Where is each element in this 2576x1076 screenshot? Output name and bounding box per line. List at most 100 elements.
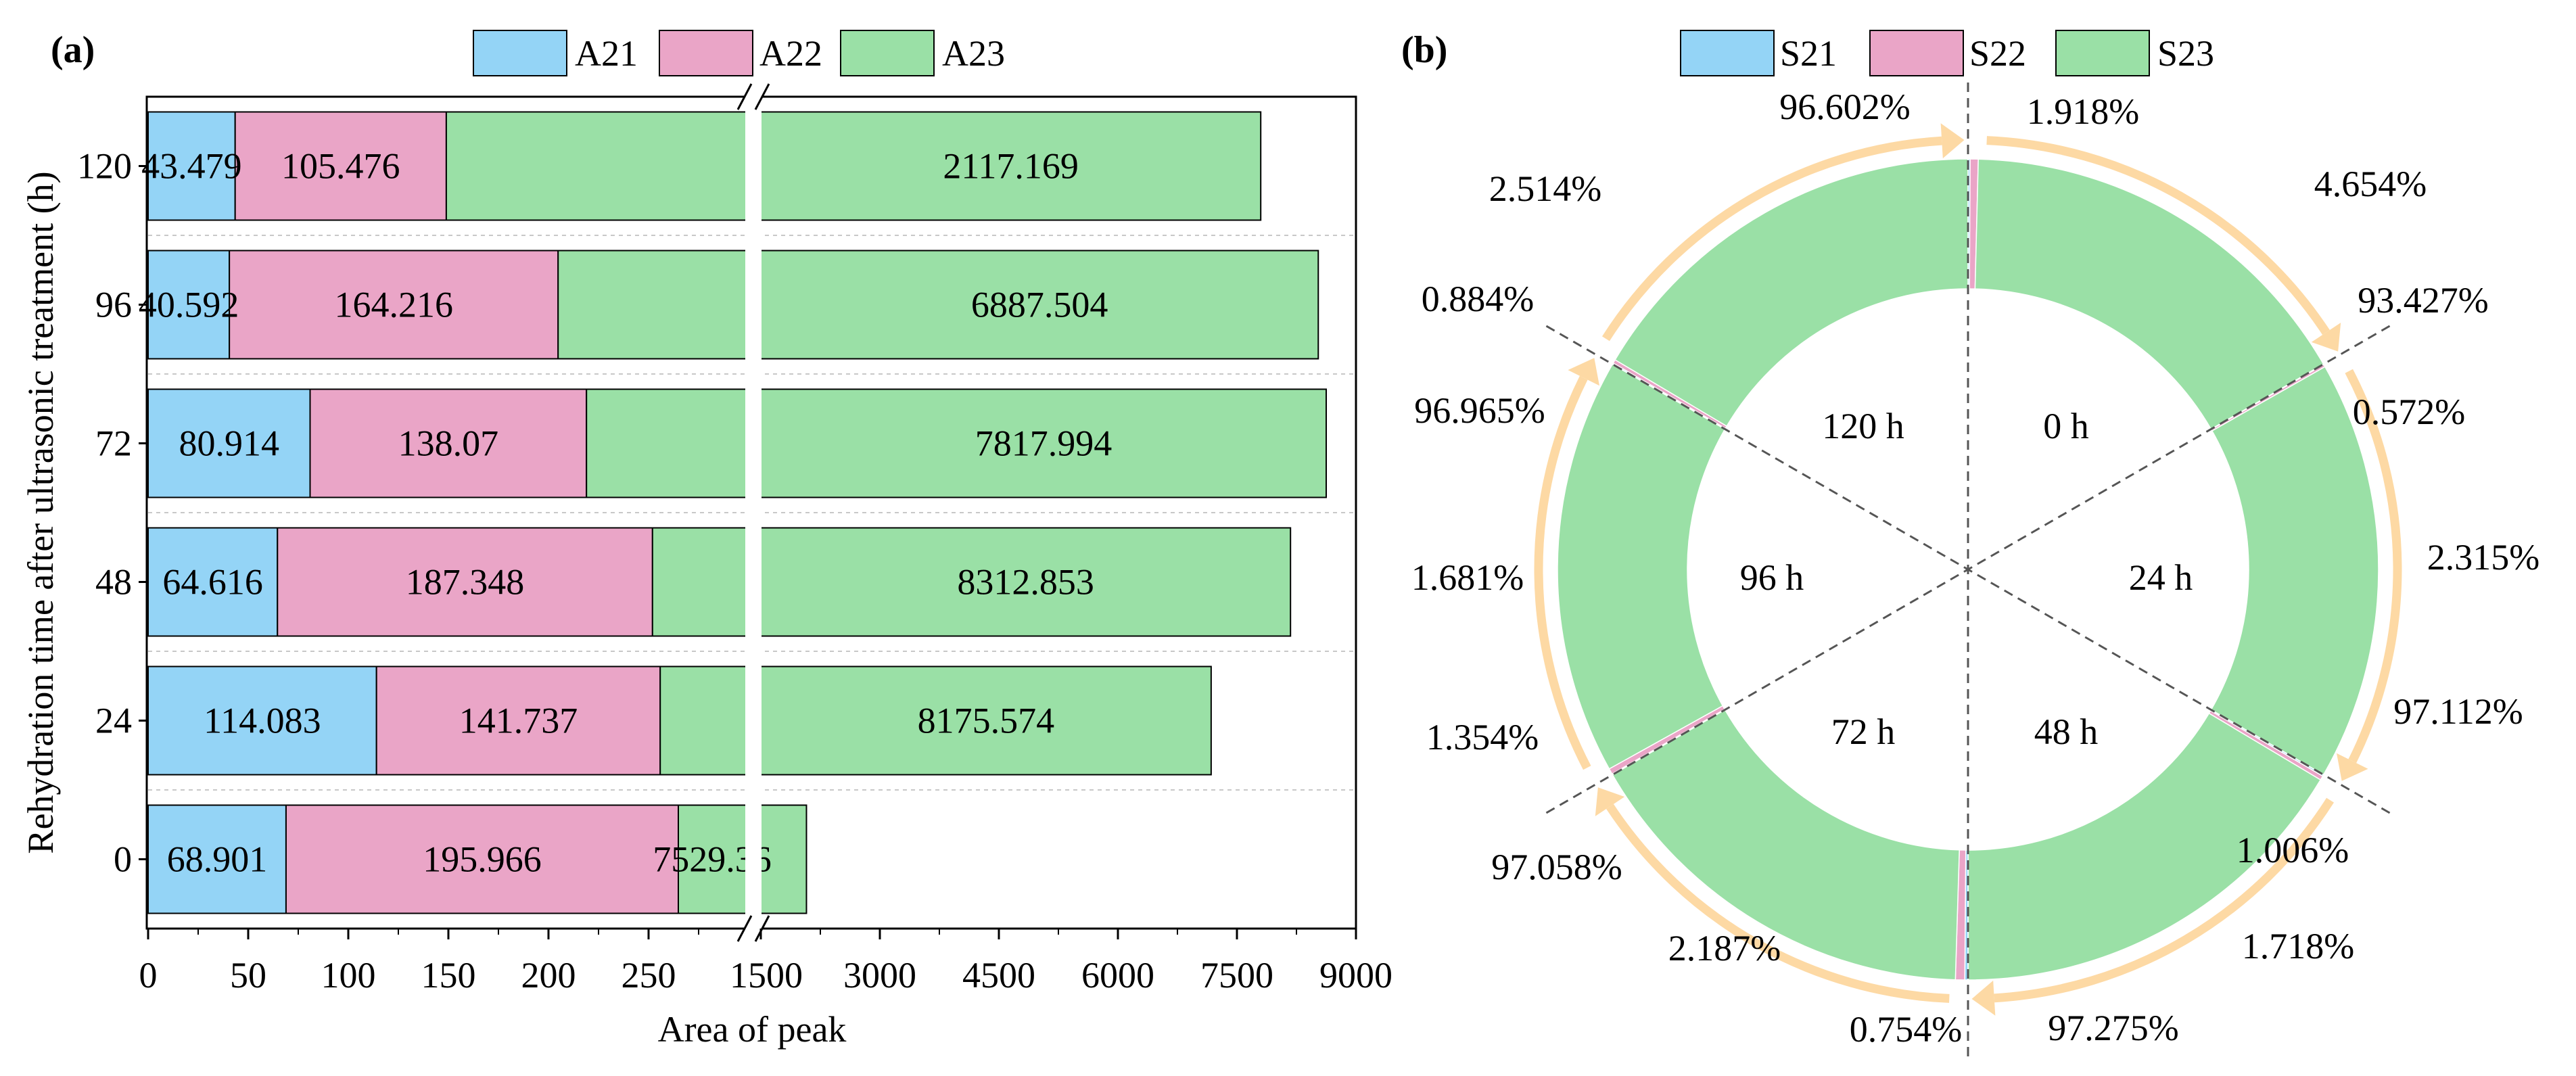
percent-label: 2.187%	[1668, 928, 1781, 968]
arrow-head	[1940, 123, 1965, 159]
x-tick-label: 6000	[1081, 955, 1154, 996]
slice-s23	[1974, 158, 2324, 430]
sector-label: 120 h	[1822, 406, 1904, 446]
bar-a21	[147, 527, 279, 637]
x-tick-label: 1500	[730, 955, 803, 996]
percent-label: 2.514%	[1489, 168, 1601, 209]
data-label-a23: 6887.504	[971, 285, 1108, 325]
y-tick-label: 0	[114, 839, 132, 880]
y-tick-label: 120	[77, 146, 132, 187]
percent-label: 4.654%	[2314, 164, 2427, 204]
data-label-a21: 64.616	[162, 562, 263, 603]
y-tick-label: 72	[95, 423, 132, 464]
data-label-a22: 195.966	[423, 839, 542, 880]
panel-a-label: (a)	[51, 29, 95, 71]
data-label-a21: 68.901	[167, 839, 268, 880]
bar-a22	[234, 111, 447, 221]
legend-swatch-a21	[473, 30, 567, 76]
percent-label: 1.681%	[1411, 557, 1524, 598]
axis-break-gap	[745, 98, 762, 927]
percent-label: 1.918%	[2027, 91, 2139, 132]
x-tick-label: 50	[230, 955, 266, 996]
axis-break-mark-top-left	[736, 83, 753, 110]
slice-s23	[2210, 366, 2379, 776]
x-tick-label: 0	[139, 955, 158, 996]
percent-labels: 96.602% 1.918% 4.654% 93.427% 0.572% 2.315% 97…	[1411, 87, 2539, 1050]
legend-swatch-s22	[1869, 30, 1964, 76]
y-tick-label: 48	[95, 562, 132, 603]
legend-label-s21: S21	[1780, 33, 1837, 74]
x-tick-label: 100	[321, 955, 376, 996]
axis-break-mark-bottom-left	[736, 915, 753, 942]
percent-label: 93.427%	[2358, 280, 2488, 321]
legend-label-a23: A23	[942, 33, 1005, 74]
axis-break-mark-top-right	[754, 83, 770, 110]
bar-a21	[147, 250, 231, 360]
x-axis-label-a: Area of peak	[658, 1009, 847, 1050]
percent-label: 0.572%	[2353, 392, 2465, 432]
x-tick-label: 200	[521, 955, 576, 996]
y-axis-label-a: Rehydration time after ultrasonic treatm…	[20, 171, 61, 853]
direction-arrows	[1534, 123, 2402, 1016]
axis-break-mark-bottom-right	[754, 915, 770, 942]
slice-s23	[1614, 158, 1969, 427]
bar-a21	[147, 804, 287, 914]
sector-label: 24 h	[2129, 557, 2193, 598]
percent-label: 97.275%	[2048, 1008, 2178, 1048]
sector-labels: 0 h 24 h 48 h 72 h 96 h 120 h	[1740, 406, 2193, 752]
x-tick-label: 4500	[962, 955, 1035, 996]
slice-s23	[1557, 363, 1726, 770]
y-tick-label: 24	[95, 701, 132, 741]
legend-label-s23: S23	[2157, 33, 2214, 74]
sector-label: 96 h	[1740, 557, 1804, 598]
legend-label-a21: A21	[575, 33, 638, 74]
legend-swatch-a22	[659, 30, 753, 76]
x-tick-label: 150	[421, 955, 476, 996]
legend-label-a22: A22	[759, 33, 822, 74]
arrow-head	[2337, 753, 2368, 781]
data-label-a23: 8312.853	[957, 562, 1094, 603]
axis-ticks-a: 0 24 48 72 96 120 0 50 100 150 200 250 1500 3000 4500 6…	[77, 146, 1392, 996]
x-tick-label: 7500	[1200, 955, 1273, 996]
arrow-arc	[1606, 803, 1950, 1003]
arrow-head	[1568, 358, 1599, 386]
legend-swatch-s21	[1680, 30, 1775, 76]
percent-label: 96.965%	[1414, 390, 1545, 431]
sector-dividers	[1545, 83, 2391, 1056]
percent-label: 1.718%	[2242, 926, 2354, 966]
percent-label: 0.884%	[1422, 279, 1534, 319]
bar-a22	[277, 527, 653, 637]
bar-a23	[445, 111, 1262, 221]
arrow-head	[1971, 980, 1996, 1016]
legend-label-s22: S22	[1969, 33, 2026, 74]
data-label-a22: 164.216	[334, 285, 453, 325]
data-label-a21: 80.914	[179, 423, 280, 464]
percent-label: 1.006%	[2237, 830, 2349, 870]
data-label-a21: 43.479	[141, 146, 242, 187]
x-tick-label: 9000	[1319, 955, 1392, 996]
panel-a: (a) A21 A22 A23 68.901 195.966 7529.36114.…	[20, 29, 1392, 1050]
sector-label: 48 h	[2034, 711, 2099, 752]
data-label-a22: 105.476	[281, 146, 400, 187]
data-label-a23: 8175.574	[918, 701, 1055, 741]
data-label-a23: 7817.994	[975, 423, 1113, 464]
sector-label: 0 h	[2043, 406, 2089, 446]
data-label-a22: 187.348	[406, 562, 525, 603]
axis-break-a	[736, 83, 770, 942]
y-tick-label: 96	[95, 285, 132, 325]
slice-s23	[1967, 712, 2322, 981]
bar-a22	[309, 388, 588, 498]
bar-a23	[678, 804, 807, 914]
data-label-a22: 141.737	[459, 701, 578, 741]
x-tick-label: 250	[622, 955, 676, 996]
panel-b-label: (b)	[1401, 29, 1447, 71]
bar-a21	[147, 665, 377, 776]
panel-b: (b) S21 S22 S23 0 h 24 h 48 h 72 h 96 h 120 h…	[1401, 29, 2539, 1056]
legend-swatch-a23	[840, 30, 935, 76]
sector-label: 72 h	[1831, 711, 1896, 752]
bar-a23	[586, 388, 1327, 498]
legend-swatch-s23	[2055, 30, 2150, 76]
percent-label: 2.315%	[2427, 537, 2539, 578]
percent-label: 96.602%	[1779, 87, 1910, 127]
